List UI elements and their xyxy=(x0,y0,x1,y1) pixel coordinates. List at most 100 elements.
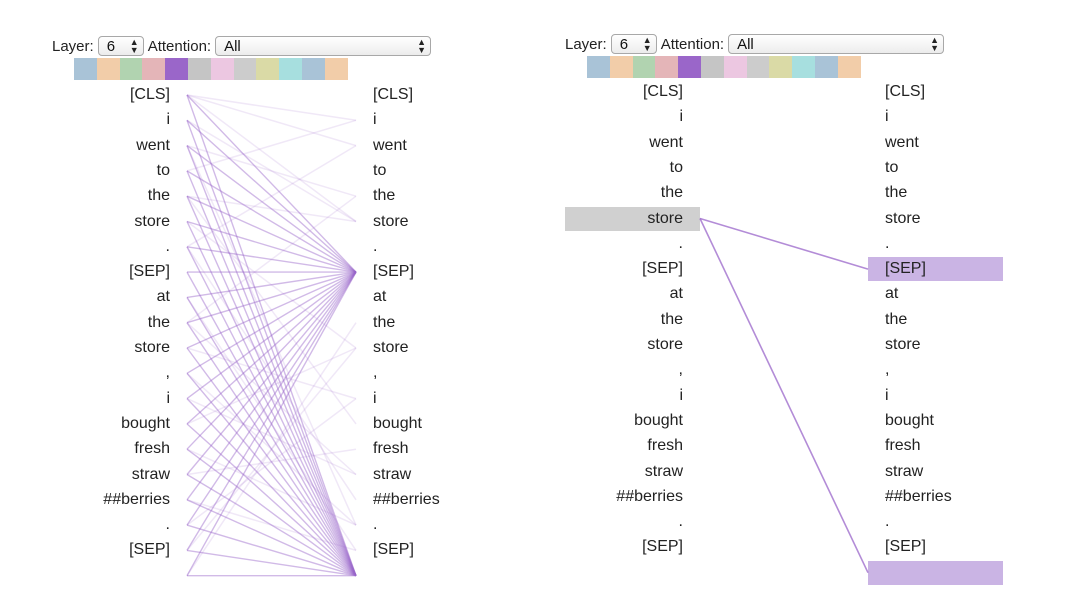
head-swatch-5[interactable] xyxy=(678,56,701,78)
source-token[interactable]: i xyxy=(679,108,683,126)
source-token[interactable]: [SEP] xyxy=(129,541,170,559)
target-token[interactable]: to xyxy=(373,161,387,179)
target-token[interactable]: i xyxy=(885,108,889,126)
target-token[interactable]: to xyxy=(885,158,899,176)
source-token[interactable]: i xyxy=(679,386,683,404)
target-token[interactable]: , xyxy=(373,364,378,382)
attention-select[interactable]: All ▲ ▼ xyxy=(215,36,432,56)
head-swatch-1[interactable] xyxy=(587,56,610,78)
target-token[interactable]: the xyxy=(885,310,908,328)
source-token[interactable]: [SEP] xyxy=(642,538,683,556)
source-token[interactable]: the xyxy=(660,310,683,328)
source-token[interactable]: bought xyxy=(121,414,170,432)
head-swatch-9[interactable] xyxy=(769,56,793,78)
source-token[interactable]: the xyxy=(660,184,683,202)
source-token[interactable]: store xyxy=(134,212,170,230)
target-token[interactable]: i xyxy=(885,386,889,404)
head-swatch-12[interactable] xyxy=(837,56,861,78)
source-token[interactable]: store xyxy=(134,339,170,356)
head-swatch-2[interactable] xyxy=(609,56,633,78)
head-swatch-3[interactable] xyxy=(119,58,143,80)
source-token[interactable]: . xyxy=(165,516,170,534)
target-token[interactable]: . xyxy=(885,234,890,252)
source-token[interactable]: ##berries xyxy=(616,487,683,505)
target-token[interactable]: [CLS] xyxy=(885,83,926,100)
source-token[interactable]: [CLS] xyxy=(642,83,683,100)
source-token[interactable]: went xyxy=(649,133,683,151)
target-token[interactable]: the xyxy=(373,313,396,331)
target-token[interactable]: [CLS] xyxy=(373,86,414,103)
head-swatch-5[interactable] xyxy=(165,58,188,80)
target-token[interactable]: i xyxy=(373,389,377,407)
source-token[interactable]: store xyxy=(647,209,683,227)
target-token[interactable]: fresh xyxy=(373,440,409,458)
target-token[interactable]: store xyxy=(885,209,921,227)
target-token[interactable]: i xyxy=(373,111,377,129)
source-token[interactable]: to xyxy=(669,158,683,176)
head-swatch-7[interactable] xyxy=(210,58,234,80)
target-token[interactable]: ##berries xyxy=(373,490,440,508)
source-token[interactable]: straw xyxy=(131,465,170,483)
source-token[interactable]: at xyxy=(669,285,683,303)
target-token[interactable]: [SEP] xyxy=(885,538,926,556)
target-token[interactable]: [SEP] xyxy=(373,541,414,559)
source-token[interactable]: , xyxy=(165,364,170,382)
source-token[interactable]: i xyxy=(166,111,170,129)
head-swatch-4[interactable] xyxy=(142,58,166,80)
target-token[interactable]: went xyxy=(373,136,407,154)
head-swatch-11[interactable] xyxy=(814,56,838,78)
head-swatch-8[interactable] xyxy=(233,58,257,80)
target-token[interactable]: store xyxy=(373,212,409,230)
target-token[interactable]: at xyxy=(885,285,899,303)
target-token[interactable]: . xyxy=(373,237,378,255)
source-token[interactable]: went xyxy=(136,136,170,154)
head-swatch-11[interactable] xyxy=(301,58,325,80)
target-token[interactable]: straw xyxy=(373,465,412,483)
target-token[interactable]: [SEP] xyxy=(885,260,926,278)
source-token[interactable]: , xyxy=(678,361,683,379)
head-swatch-1[interactable] xyxy=(74,58,97,80)
source-token[interactable]: fresh xyxy=(134,440,170,458)
head-swatch-10[interactable] xyxy=(792,56,815,78)
source-token[interactable]: store xyxy=(647,336,683,353)
target-token[interactable]: . xyxy=(885,513,890,531)
head-swatch-6[interactable] xyxy=(700,56,724,78)
target-token[interactable]: the xyxy=(885,184,908,202)
attention-select[interactable]: All ▲ ▼ xyxy=(728,34,945,54)
target-token[interactable]: at xyxy=(373,288,387,306)
head-swatch-8[interactable] xyxy=(746,56,770,78)
target-token[interactable]: [SEP] xyxy=(373,263,414,281)
source-token[interactable]: to xyxy=(156,161,170,179)
source-token[interactable]: . xyxy=(165,237,170,255)
target-token[interactable]: bought xyxy=(373,414,422,432)
source-token[interactable]: . xyxy=(678,234,683,252)
source-token[interactable]: straw xyxy=(644,462,683,480)
source-token[interactable]: [SEP] xyxy=(129,263,170,281)
source-token[interactable]: the xyxy=(147,313,170,331)
source-token[interactable]: [SEP] xyxy=(642,260,683,278)
head-swatch-10[interactable] xyxy=(279,58,302,80)
source-token[interactable]: the xyxy=(147,187,170,205)
layer-select[interactable]: 6 ▲ ▼ xyxy=(97,36,144,56)
target-token[interactable]: bought xyxy=(885,411,934,429)
target-token[interactable]: ##berries xyxy=(885,487,952,505)
head-swatch-4[interactable] xyxy=(655,56,679,78)
source-token[interactable]: bought xyxy=(634,411,683,429)
target-token[interactable]: fresh xyxy=(885,437,921,455)
head-swatch-7[interactable] xyxy=(723,56,747,78)
target-token[interactable]: store xyxy=(885,336,921,353)
source-token[interactable]: . xyxy=(678,513,683,531)
target-token[interactable]: went xyxy=(885,133,919,151)
target-token[interactable]: the xyxy=(373,187,396,205)
source-token[interactable]: [CLS] xyxy=(129,86,170,103)
target-token[interactable]: . xyxy=(373,516,378,534)
source-token[interactable]: at xyxy=(156,288,170,306)
target-token[interactable]: straw xyxy=(885,462,924,480)
source-token[interactable]: i xyxy=(166,389,170,407)
head-swatch-3[interactable] xyxy=(632,56,656,78)
layer-select[interactable]: 6 ▲ ▼ xyxy=(610,34,657,54)
source-token[interactable]: ##berries xyxy=(103,490,170,508)
head-swatch-2[interactable] xyxy=(96,58,120,80)
head-swatch-12[interactable] xyxy=(324,58,348,80)
source-token[interactable]: fresh xyxy=(647,437,683,455)
